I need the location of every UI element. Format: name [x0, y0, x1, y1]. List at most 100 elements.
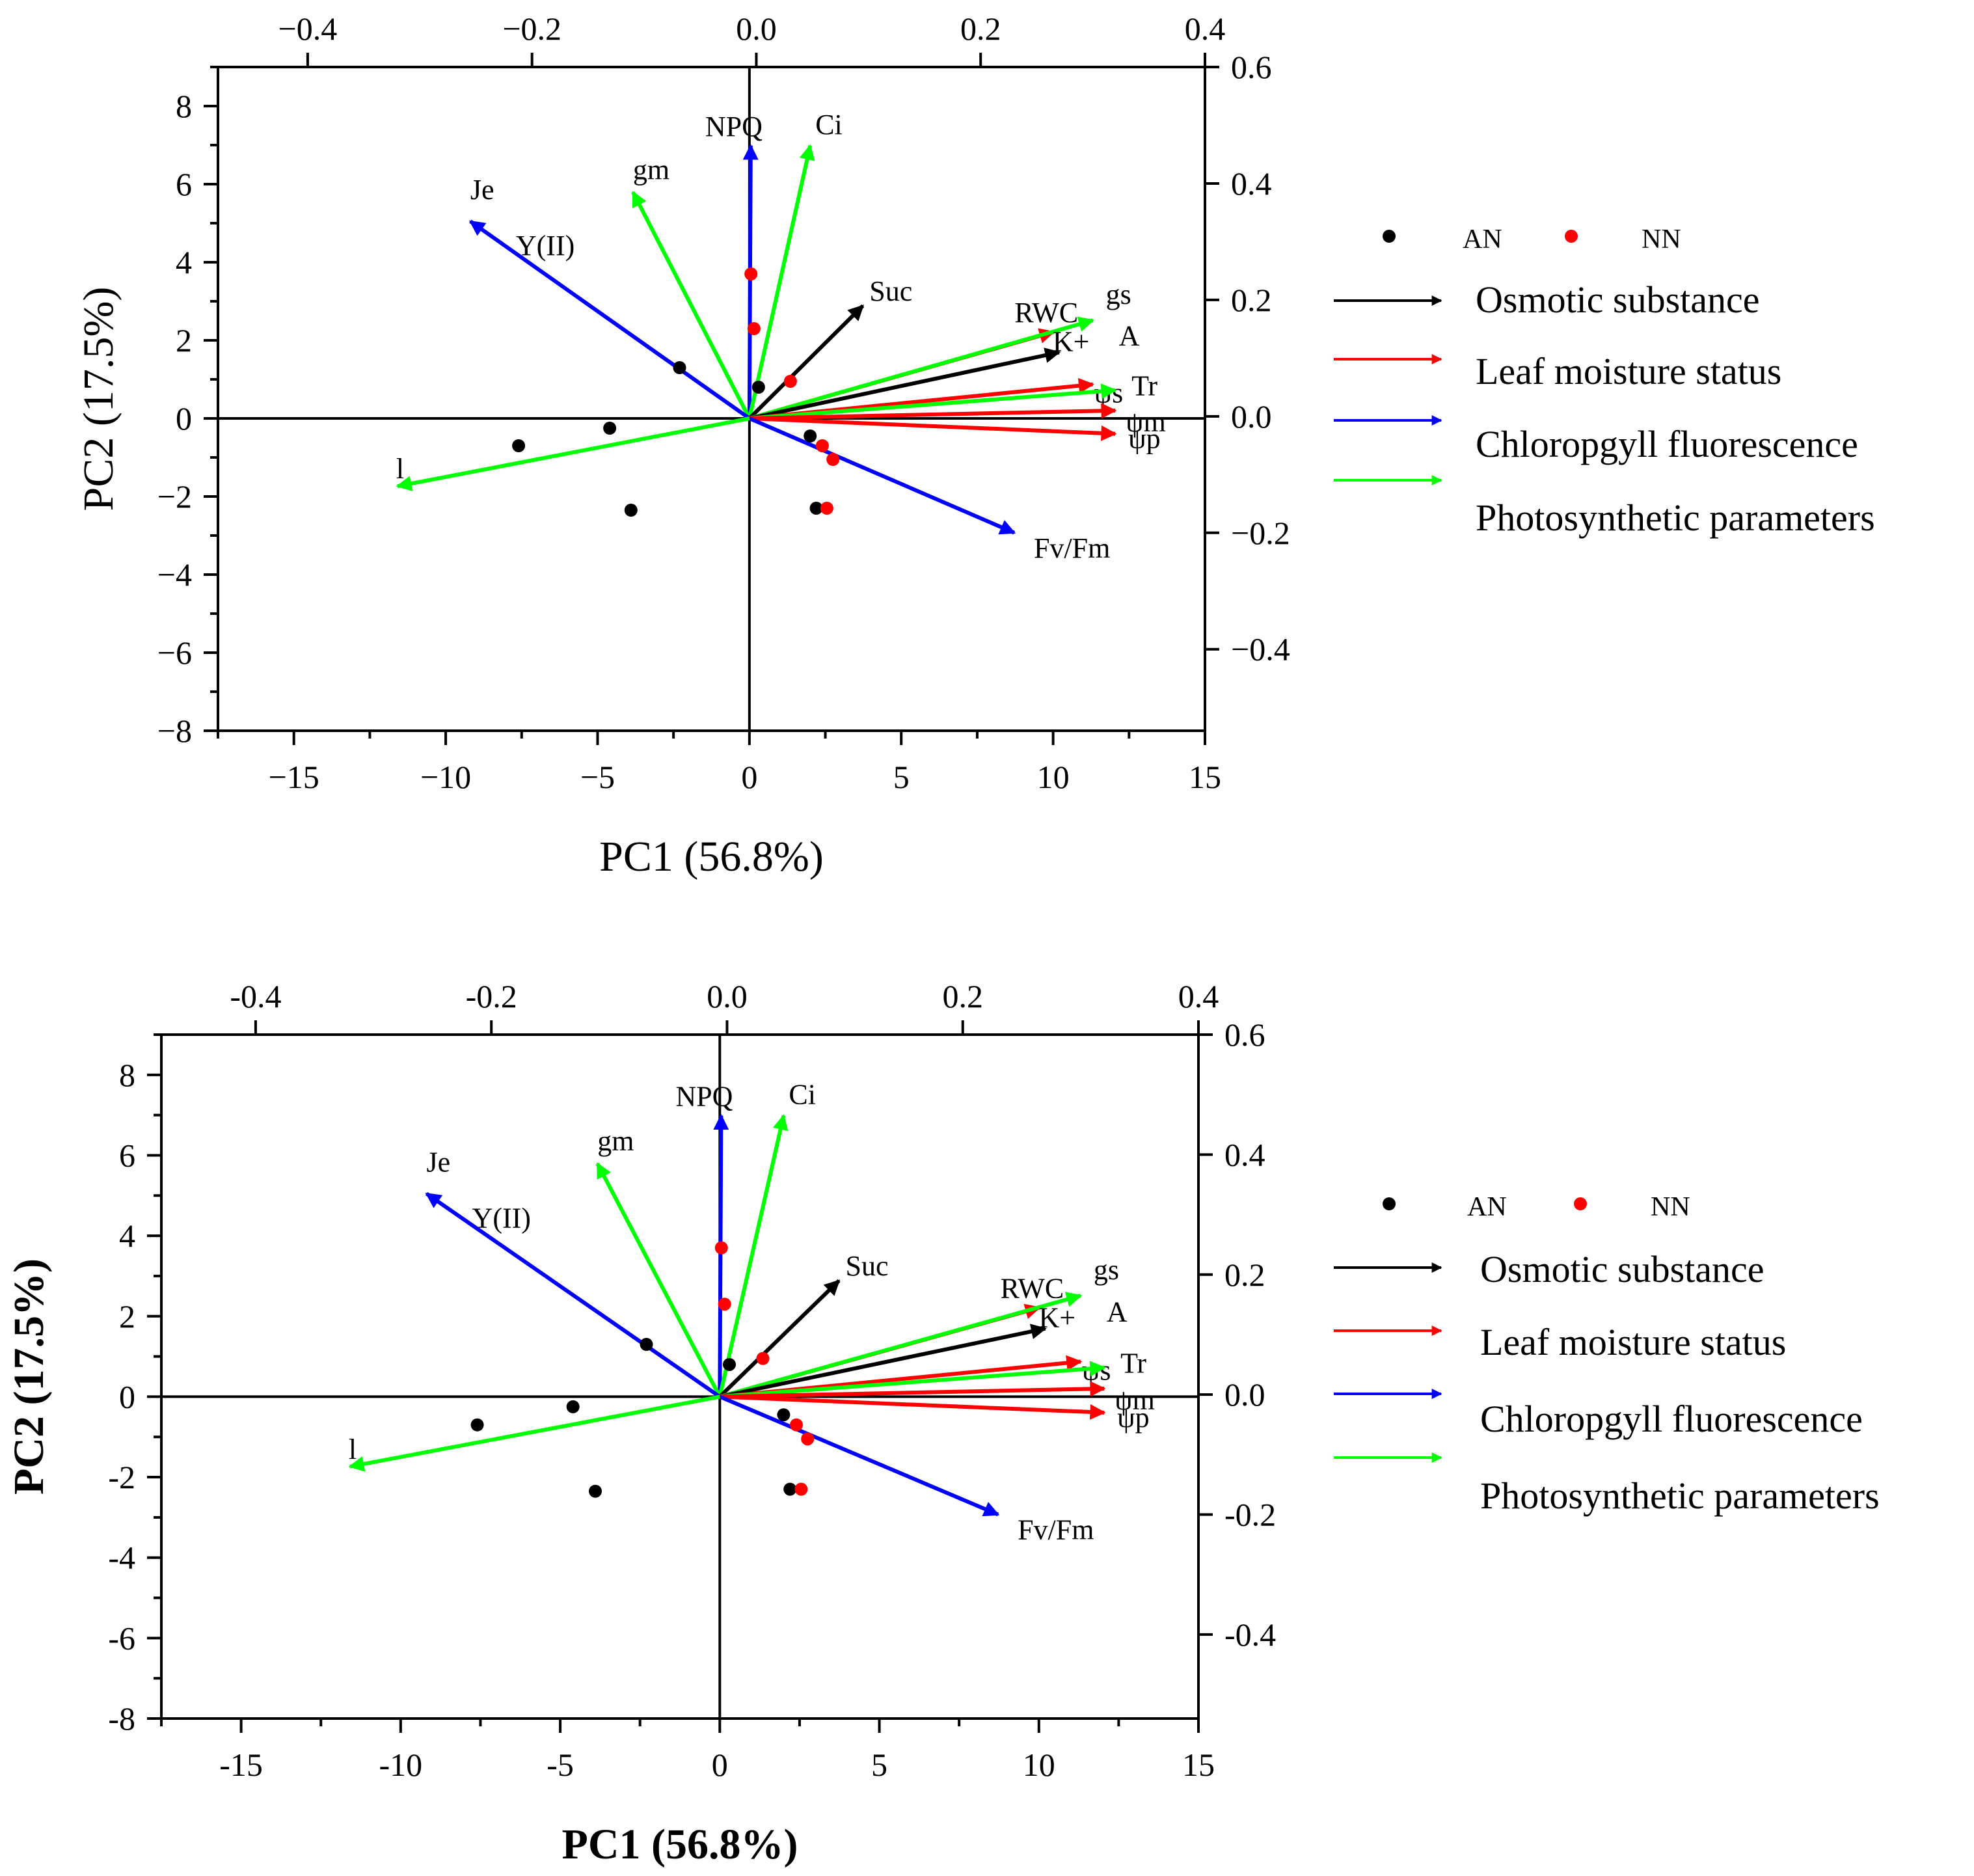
score-point-an: [566, 1400, 580, 1413]
y-tick-label: -8: [108, 1700, 135, 1737]
score-point-an: [777, 1408, 791, 1422]
top-x-tick-label: 0.0: [707, 978, 748, 1014]
top-x-tick-label: 0.2: [960, 10, 1001, 47]
loading-arrow-ci: [747, 144, 815, 419]
loading-label: ψm: [1126, 406, 1166, 438]
score-point-an: [624, 504, 638, 517]
loading-label: Suc: [846, 1250, 889, 1282]
loading-label: gs: [1106, 279, 1131, 310]
x-tick-label: 5: [871, 1747, 887, 1783]
loading-label: NPQ: [675, 1080, 733, 1112]
loading-arrow-p: [749, 416, 1117, 441]
loading-label: gm: [633, 154, 669, 185]
loading-arrow-fvfm: [748, 416, 1016, 535]
x-tick-label: -10: [379, 1747, 423, 1783]
x-tick-label: 10: [1023, 1747, 1055, 1783]
loading-label: l: [396, 453, 404, 485]
legend-group-label-fluorescence: Chloropgyll fluorescence: [1476, 423, 1858, 465]
loading-arrow-l: [348, 1394, 720, 1472]
loading-arrow-ci: [718, 1114, 789, 1398]
loading-label: Tr: [1131, 370, 1157, 402]
right-y-tick-label: -0.2: [1224, 1497, 1276, 1533]
legend-group-label-photosynthetic: Photosynthetic parameters: [1480, 1475, 1880, 1517]
y-tick-label: 2: [176, 322, 192, 359]
score-point-an: [809, 502, 823, 515]
loading-label: Ci: [789, 1078, 816, 1110]
score-point-an: [589, 1484, 602, 1498]
right-y-tick-label: 0.2: [1224, 1257, 1265, 1293]
loading-arrow-je: [425, 1191, 722, 1398]
loading-label: gm: [597, 1125, 634, 1157]
y-tick-label: 6: [176, 166, 192, 202]
plot-frame: [160, 1033, 1200, 1720]
loading-arrow-je: [468, 219, 751, 420]
y-tick-label: 8: [176, 88, 192, 124]
x-tick-label: −10: [420, 759, 471, 795]
right-y-tick-label: 0.2: [1231, 282, 1272, 318]
x-tick-label: 5: [893, 759, 910, 795]
top-x-tick-label: -0.4: [230, 978, 281, 1014]
top-x-tick-label: 0.2: [942, 978, 983, 1014]
loading-label: ψp: [1117, 1402, 1150, 1434]
loading-label: K+: [1039, 1302, 1076, 1334]
right-y-tick-label: 0.6: [1224, 1016, 1265, 1053]
score-point-nn: [783, 375, 797, 388]
legend-label-nn: NN: [1642, 224, 1681, 254]
score-point-nn: [826, 453, 840, 466]
legend-group-label-osmotic: Osmotic substance: [1476, 279, 1760, 321]
loading-label: RWC: [1000, 1272, 1064, 1304]
loading-label: Je: [427, 1146, 451, 1178]
x-tick-label: 0: [712, 1747, 728, 1783]
loading-label: Tr: [1120, 1348, 1146, 1380]
y-tick-label: 4: [176, 244, 192, 280]
legend-label-an: AN: [1463, 224, 1502, 254]
x-tick-label: 15: [1189, 759, 1221, 795]
right-y-tick-label: 0.0: [1224, 1376, 1265, 1413]
loading-label: ψm: [1115, 1384, 1155, 1416]
y-tick-label: -4: [108, 1540, 135, 1576]
score-point-nn: [815, 439, 829, 452]
score-point-an: [470, 1418, 484, 1432]
right-y-tick-label: −0.2: [1231, 515, 1290, 551]
legend: AN NN Osmotic substance Leaf moisture statu…: [1334, 224, 1875, 539]
score-point-an: [640, 1338, 653, 1352]
right-y-tick-label: 0.0: [1231, 398, 1272, 435]
right-y-tick-label: 0.4: [1224, 1136, 1265, 1173]
loading-label: A: [1107, 1296, 1128, 1328]
loading-label: Fv/Fm: [1018, 1514, 1094, 1546]
legend-group-label-fluorescence: Chloropgyll fluorescence: [1480, 1398, 1863, 1440]
score-point-nn: [790, 1418, 804, 1432]
loading-arrow-gs: [719, 1292, 1083, 1399]
loading-label: Je: [470, 174, 494, 206]
y-tick-label: -6: [108, 1620, 135, 1656]
score-point-an: [512, 439, 526, 452]
x-tick-label: −15: [269, 759, 319, 795]
legend-label-nn: NN: [1651, 1192, 1690, 1222]
y-axis-title: PC2 (17.5%): [75, 287, 122, 511]
loading-label: ψp: [1128, 423, 1161, 455]
loading-arrow-m: [749, 403, 1117, 420]
legend-label-an: AN: [1467, 1192, 1507, 1222]
plot-frame: [217, 66, 1206, 732]
score-point-nn: [820, 502, 833, 515]
x-tick-label: 10: [1037, 759, 1070, 795]
score-point-nn: [756, 1352, 770, 1365]
loading-label: Fv/Fm: [1034, 532, 1110, 564]
right-y-tick-label: 0.4: [1231, 165, 1272, 202]
loading-arrow-suc: [718, 1279, 841, 1398]
loading-arrow-tr: [720, 1361, 1106, 1399]
score-point-nn: [714, 1241, 728, 1255]
score-point-an: [603, 422, 617, 435]
right-y-tick-label: −0.4: [1231, 631, 1290, 668]
loading-arrow-l: [396, 416, 750, 491]
loading-label: Y(II): [516, 230, 575, 262]
loading-label: Suc: [869, 275, 912, 307]
loading-label: RWC: [1014, 297, 1078, 329]
top-x-tick-label: 0.4: [1185, 10, 1226, 47]
score-point-an: [673, 361, 686, 374]
top-x-tick-label: 0.0: [736, 10, 777, 47]
chart-panel-2: -15 -10 -5 0 5 10 15 -8 -6 -4 -2 0 2 4 6 8 -0.4 -0.2 0.0 0.…: [5, 978, 1880, 1868]
legend-marker-an: [1383, 230, 1396, 243]
loading-arrow-suc: [748, 304, 865, 420]
loading-arrow-k: [719, 1324, 1047, 1399]
